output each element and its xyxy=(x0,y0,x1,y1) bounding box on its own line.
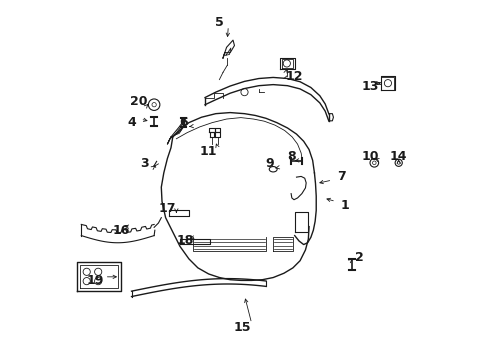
Text: 18: 18 xyxy=(176,234,194,247)
Text: 16: 16 xyxy=(112,224,129,237)
Text: 19: 19 xyxy=(87,274,104,287)
Text: 15: 15 xyxy=(233,320,251,333)
Text: 12: 12 xyxy=(285,69,303,82)
Text: 5: 5 xyxy=(215,16,224,29)
Text: 10: 10 xyxy=(361,150,378,163)
Text: 13: 13 xyxy=(361,80,378,93)
Text: 9: 9 xyxy=(265,157,273,170)
Text: 1: 1 xyxy=(340,199,348,212)
Text: 6: 6 xyxy=(179,116,187,129)
Text: 14: 14 xyxy=(389,150,407,163)
Text: 17: 17 xyxy=(158,202,176,215)
Text: 20: 20 xyxy=(130,95,147,108)
Text: 3: 3 xyxy=(140,157,148,170)
Text: 8: 8 xyxy=(286,150,295,163)
Text: 2: 2 xyxy=(354,251,363,264)
Text: 7: 7 xyxy=(336,170,345,183)
Text: 11: 11 xyxy=(200,145,217,158)
Text: 4: 4 xyxy=(127,116,136,129)
